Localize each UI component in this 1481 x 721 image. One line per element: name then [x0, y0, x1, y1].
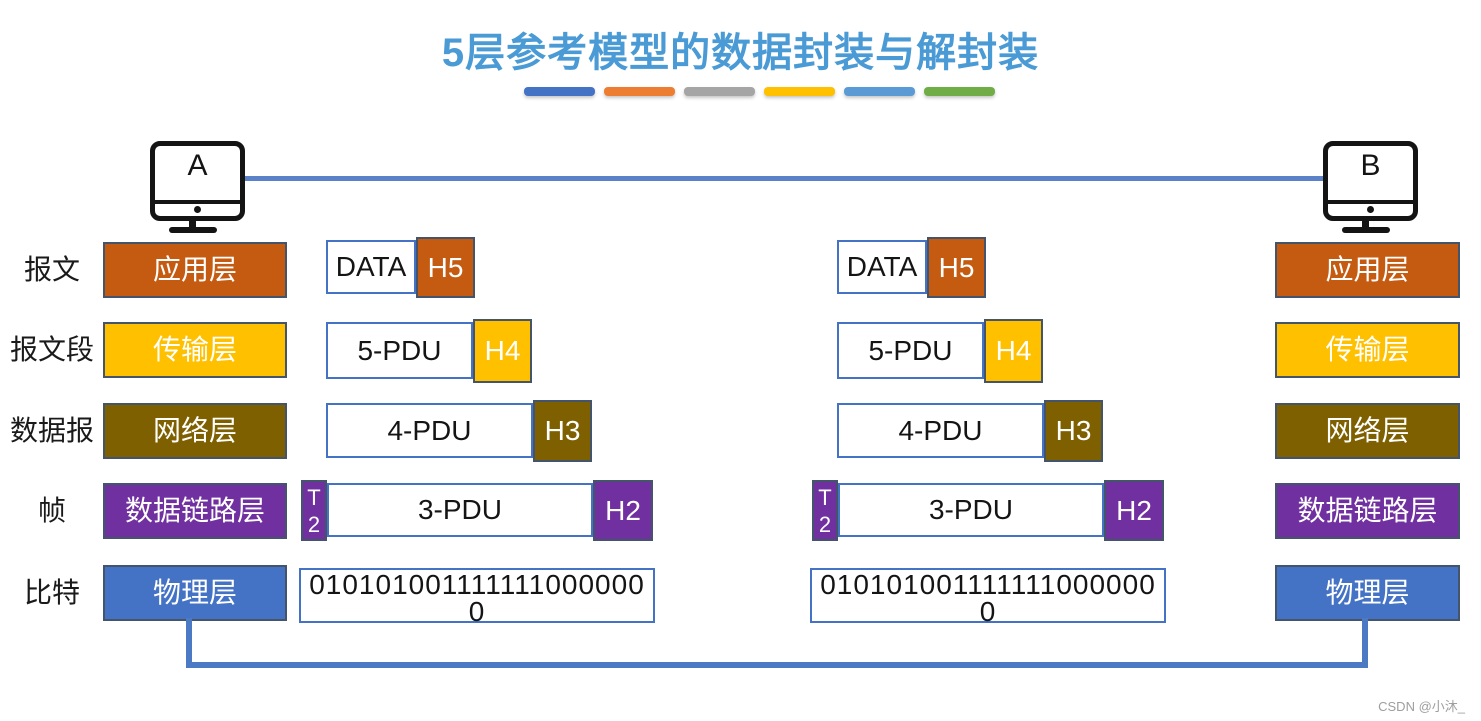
right-layer-transport: 传输层: [1275, 322, 1460, 378]
pdu-header-h3: H3: [533, 400, 592, 462]
pdu-body-data: DATA: [326, 240, 416, 294]
host-a-computer-icon: A: [150, 141, 245, 233]
pdu-header-h2: H2: [1104, 480, 1164, 541]
monitor-dot: [194, 206, 201, 213]
pdu-header-h4: H4: [984, 319, 1043, 383]
monitor-stand: [1362, 221, 1369, 227]
pdu-body-data: DATA: [837, 240, 927, 294]
pdu-body-5pdu: 5-PDU: [326, 322, 473, 379]
accent-dash: [764, 87, 835, 96]
monitor-stand: [189, 221, 196, 227]
pdu-trailer-t2: T2: [301, 480, 327, 541]
monitor-icon: B: [1323, 141, 1418, 221]
row-label-bit: 比特: [23, 577, 80, 608]
accent-dash: [604, 87, 675, 96]
right-layer-datalink: 数据链路层: [1275, 483, 1460, 539]
page-title: 5层参考模型的数据封装与解封装: [441, 31, 1040, 75]
watermark: CSDN @小沐_: [1378, 699, 1465, 714]
accent-dash: [844, 87, 915, 96]
left-layer-network: 网络层: [103, 403, 287, 459]
pdu-body-4pdu: 4-PDU: [326, 403, 533, 458]
title-underline-dashes: [524, 87, 995, 96]
pdu-header-h4: H4: [473, 319, 532, 383]
monitor-base: [168, 227, 217, 233]
physical-link-bottom-segment: [186, 662, 1368, 668]
row-label-message: 报文: [23, 254, 80, 285]
left-layer-transport: 传输层: [103, 322, 287, 378]
monitor-icon: A: [150, 141, 245, 221]
pdu-body-4pdu: 4-PDU: [837, 403, 1044, 458]
right-layer-application: 应用层: [1275, 242, 1460, 298]
left-layer-datalink: 数据链路层: [103, 483, 287, 539]
row-label-segment: 报文段: [9, 334, 94, 365]
accent-dash: [684, 87, 755, 96]
monitor-divider: [153, 200, 242, 204]
host-a-label: A: [187, 149, 208, 182]
left-layer-physical: 物理层: [103, 565, 287, 621]
bit-stream-box: 0101010011111110000000: [810, 568, 1166, 626]
pdu-header-h3: H3: [1044, 400, 1103, 462]
pdu-header-h5: H5: [927, 237, 986, 298]
pdu-body-3pdu: 3-PDU: [838, 483, 1104, 537]
row-label-frame: 帧: [37, 495, 66, 526]
monitor-divider: [1326, 200, 1415, 204]
pdu-body-5pdu: 5-PDU: [837, 322, 984, 379]
accent-dash: [924, 87, 995, 96]
physical-link-right-segment: [1362, 618, 1368, 668]
right-layer-physical: 物理层: [1275, 565, 1460, 621]
bit-stream-box: 0101010011111110000000: [299, 568, 655, 626]
pdu-header-h5: H5: [416, 237, 475, 298]
host-b-label: B: [1360, 149, 1381, 182]
accent-dash: [524, 87, 595, 96]
monitor-base: [1341, 227, 1390, 233]
pdu-header-h2: H2: [593, 480, 653, 541]
pdu-body-3pdu: 3-PDU: [327, 483, 593, 537]
left-layer-application: 应用层: [103, 242, 287, 298]
monitor-dot: [1367, 206, 1374, 213]
pdu-trailer-t2: T2: [812, 480, 838, 541]
physical-link-left-segment: [186, 618, 192, 668]
host-b-computer-icon: B: [1323, 141, 1418, 233]
right-layer-network: 网络层: [1275, 403, 1460, 459]
row-label-datagram: 数据报: [9, 415, 94, 446]
host-link-line: [233, 176, 1325, 181]
